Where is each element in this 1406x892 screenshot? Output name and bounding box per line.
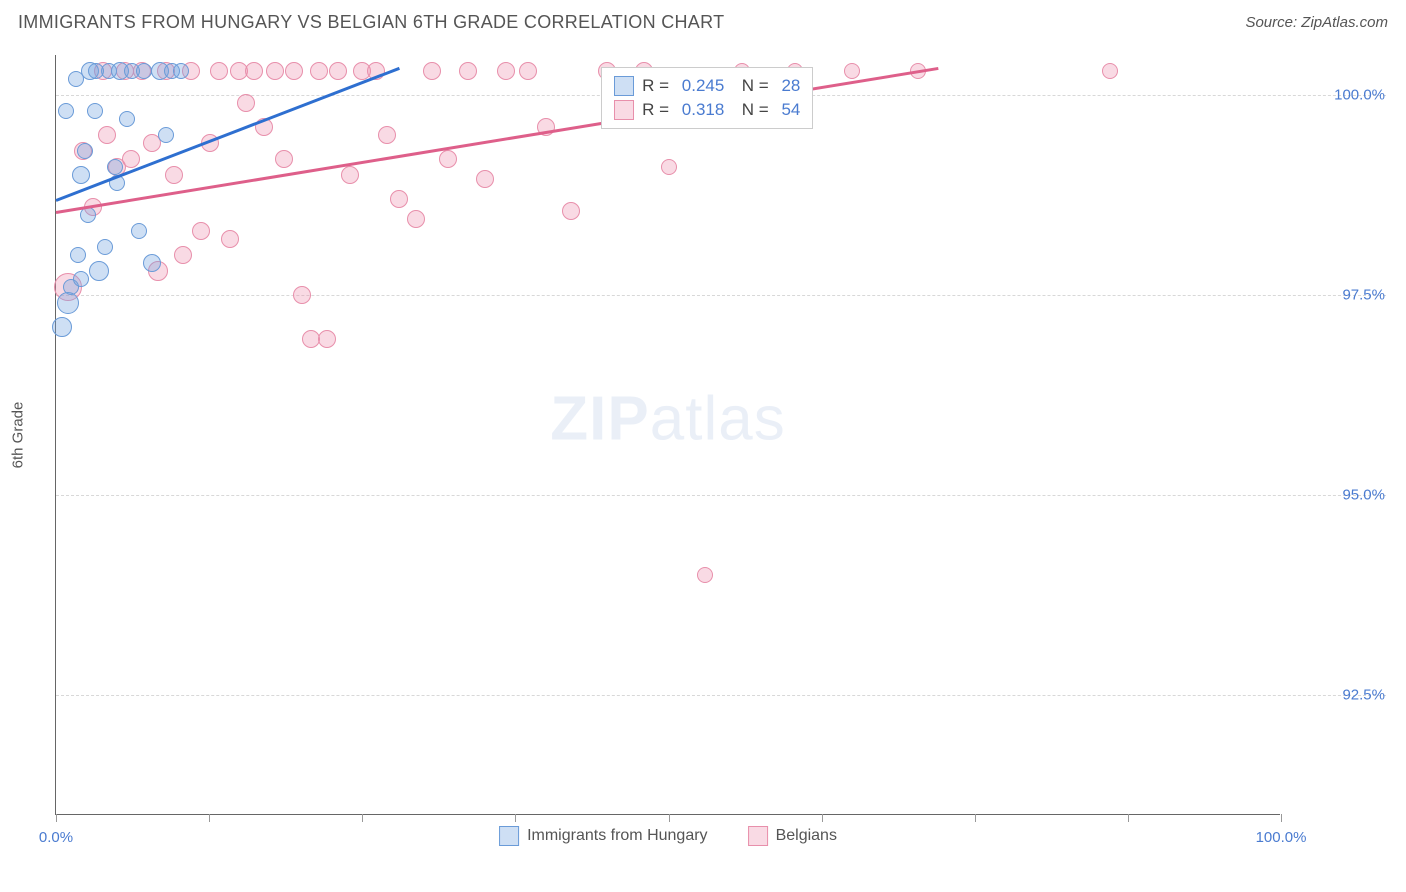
chart-header: IMMIGRANTS FROM HUNGARY VS BELGIAN 6TH G… [0, 0, 1406, 41]
series-legend: Immigrants from Hungary Belgians [499, 826, 837, 846]
data-point [318, 330, 336, 348]
y-tick-label: 92.5% [1285, 687, 1385, 704]
data-point [158, 127, 174, 143]
stats-legend: R = 0.245 N = 28R = 0.318 N = 54 [601, 67, 813, 129]
data-point [266, 62, 284, 80]
y-axis-title: 6th Grade [10, 401, 27, 468]
data-point [58, 103, 74, 119]
data-point [210, 62, 228, 80]
x-tick [1128, 814, 1129, 822]
y-tick-label: 95.0% [1285, 487, 1385, 504]
chart-title: IMMIGRANTS FROM HUNGARY VS BELGIAN 6TH G… [18, 12, 724, 33]
data-point [378, 126, 396, 144]
data-point [73, 271, 89, 287]
data-point [143, 254, 161, 272]
legend-n-value: 28 [781, 76, 800, 96]
x-tick-label: 100.0% [1256, 829, 1307, 846]
data-point [285, 62, 303, 80]
data-point [119, 111, 135, 127]
legend-row: R = 0.245 N = 28 [614, 74, 800, 98]
x-tick [1281, 814, 1282, 822]
data-point [293, 286, 311, 304]
legend-r-value: 0.245 [682, 76, 725, 96]
data-point [423, 62, 441, 80]
data-point [87, 103, 103, 119]
data-point [844, 63, 860, 79]
data-point [122, 150, 140, 168]
x-tick [362, 814, 363, 822]
data-point [497, 62, 515, 80]
data-point [439, 150, 457, 168]
data-point [107, 159, 123, 175]
data-point [310, 62, 328, 80]
data-point [661, 159, 677, 175]
data-point [131, 223, 147, 239]
x-tick-label: 0.0% [39, 829, 73, 846]
x-tick [822, 814, 823, 822]
x-tick [209, 814, 210, 822]
data-point [52, 317, 72, 337]
data-point [1102, 63, 1118, 79]
legend-r-label: R = [642, 100, 674, 120]
data-point [68, 71, 84, 87]
chart-source: Source: ZipAtlas.com [1245, 14, 1388, 31]
legend-swatch [614, 76, 634, 96]
data-point [562, 202, 580, 220]
data-point [192, 222, 210, 240]
data-point [98, 126, 116, 144]
legend-swatch [748, 826, 768, 846]
y-tick-label: 97.5% [1285, 287, 1385, 304]
legend-n-label: N = [732, 100, 773, 120]
data-point [174, 246, 192, 264]
data-point [136, 63, 152, 79]
data-point [237, 94, 255, 112]
legend-row: R = 0.318 N = 54 [614, 98, 800, 122]
legend-n-value: 54 [781, 100, 800, 120]
data-point [390, 190, 408, 208]
data-point [89, 261, 109, 281]
data-point [519, 62, 537, 80]
x-tick [669, 814, 670, 822]
legend-series-name: Immigrants from Hungary [527, 827, 708, 845]
legend-item: Immigrants from Hungary [499, 826, 708, 846]
legend-swatch [499, 826, 519, 846]
x-tick [975, 814, 976, 822]
plot-region: 6th Grade ZIPatlas 92.5%95.0%97.5%100.0%… [55, 55, 1280, 815]
data-point [245, 62, 263, 80]
data-point [476, 170, 494, 188]
data-point [697, 567, 713, 583]
legend-series-name: Belgians [776, 827, 837, 845]
data-point [88, 63, 104, 79]
legend-r-label: R = [642, 76, 674, 96]
chart-area: 6th Grade ZIPatlas 92.5%95.0%97.5%100.0%… [55, 55, 1385, 815]
data-point [341, 166, 359, 184]
data-point [77, 143, 93, 159]
data-point [407, 210, 425, 228]
y-tick-label: 100.0% [1285, 87, 1385, 104]
legend-item: Belgians [748, 826, 837, 846]
legend-r-value: 0.318 [682, 100, 725, 120]
x-tick [56, 814, 57, 822]
data-point [275, 150, 293, 168]
data-point [459, 62, 477, 80]
x-tick [515, 814, 516, 822]
data-point [329, 62, 347, 80]
data-point [165, 166, 183, 184]
data-point [70, 247, 86, 263]
legend-swatch [614, 100, 634, 120]
legend-n-label: N = [732, 76, 773, 96]
data-point [97, 239, 113, 255]
data-point [57, 292, 79, 314]
data-point [221, 230, 239, 248]
data-point [173, 63, 189, 79]
data-point [72, 166, 90, 184]
